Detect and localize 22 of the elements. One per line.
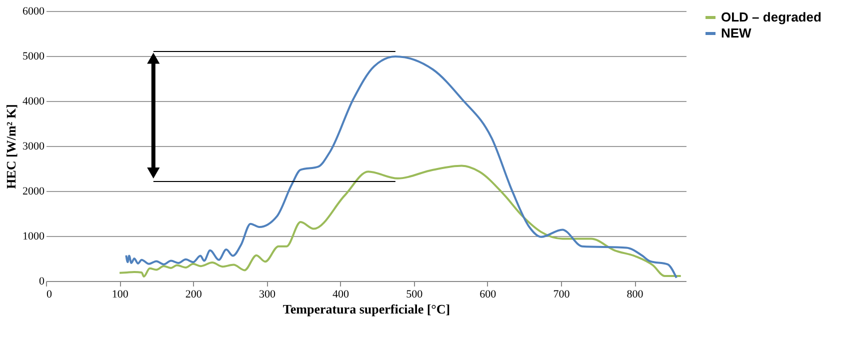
x-tick-label: 100 — [112, 288, 129, 300]
y-tick-label: 2000 — [22, 186, 45, 198]
y-axis-title: HEC [W/m² K] — [4, 104, 18, 189]
x-tick-label: 600 — [480, 288, 497, 300]
y-tick-label: 6000 — [22, 6, 45, 18]
legend-label: NEW — [721, 26, 752, 40]
y-tick-label: 4000 — [22, 96, 45, 108]
x-tick-label: 300 — [258, 288, 276, 300]
x-tick-label: 0 — [46, 288, 52, 300]
x-tick-label: 700 — [553, 288, 570, 300]
y-tick-label: 1000 — [22, 230, 45, 242]
x-tick-label: 500 — [406, 288, 424, 300]
line-series — [118, 164, 682, 278]
y-tick-label: 5000 — [22, 50, 45, 62]
x-tick-label: 400 — [332, 288, 350, 300]
x-tick-label: 200 — [185, 288, 202, 300]
line-series — [125, 55, 678, 279]
y-tick-label: 0 — [39, 276, 45, 288]
legend-label: OLD – degraded — [721, 10, 822, 24]
x-axis-title: Temperatura superficiale [°C] — [282, 302, 450, 316]
y-tick-label: 3000 — [22, 140, 45, 152]
x-tick-label: 800 — [626, 288, 644, 300]
